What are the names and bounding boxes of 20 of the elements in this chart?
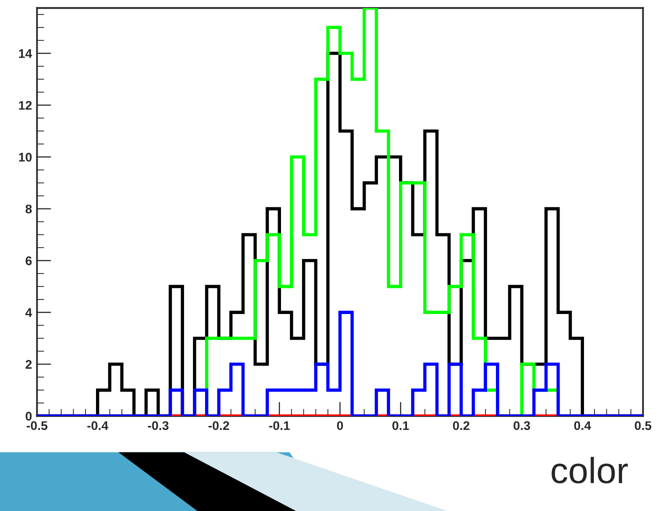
text: color: [552, 456, 628, 484]
x-tick-label: 0.4: [574, 421, 592, 430]
x-tick-label: 0.2: [453, 421, 470, 430]
x-tick-label: -0.5: [26, 421, 48, 430]
y-tick-label: 2: [26, 360, 32, 369]
x-tick-label: 0: [337, 421, 343, 430]
x-tick-label: 0.5: [634, 421, 652, 430]
x-tick-label: -0.2: [208, 421, 230, 430]
y-tick-label: 4: [25, 308, 32, 317]
x-tick-label: -0.1: [269, 421, 290, 430]
y-tick-label: 14: [19, 49, 32, 58]
y-tick-label: 12: [19, 100, 32, 110]
x-tick-label: -0.4: [87, 421, 108, 430]
y-tick-label: 0: [26, 412, 32, 421]
y-tick-label: 10: [19, 152, 32, 162]
x-tick-label: 0.3: [514, 421, 530, 430]
x-tick-label: -0.3: [148, 421, 169, 430]
x-tick-label: 0.1: [392, 421, 409, 430]
y-tick-label: 8: [26, 204, 32, 214]
y-tick-label: 6: [26, 256, 32, 266]
